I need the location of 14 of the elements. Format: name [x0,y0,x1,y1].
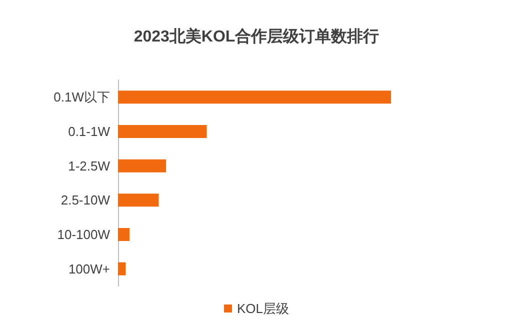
y-tick-label: 0.1W以下 [54,90,110,105]
y-tick-label: 0.1-1W [68,124,111,139]
bar [118,159,166,172]
bar [118,228,130,241]
y-tick-label: 100W+ [68,261,110,276]
y-tick-label: 1-2.5W [68,158,111,174]
bar [118,125,207,138]
bar [118,262,126,276]
legend-label: KOL层级 [236,301,290,316]
bar [118,90,391,104]
chart-title: 2023北美KOL合作层级订单数排行 [134,26,380,46]
y-tick-label: 10-100W [57,227,111,242]
y-tick-label: 2.5-10W [60,192,111,208]
bar [118,194,159,207]
